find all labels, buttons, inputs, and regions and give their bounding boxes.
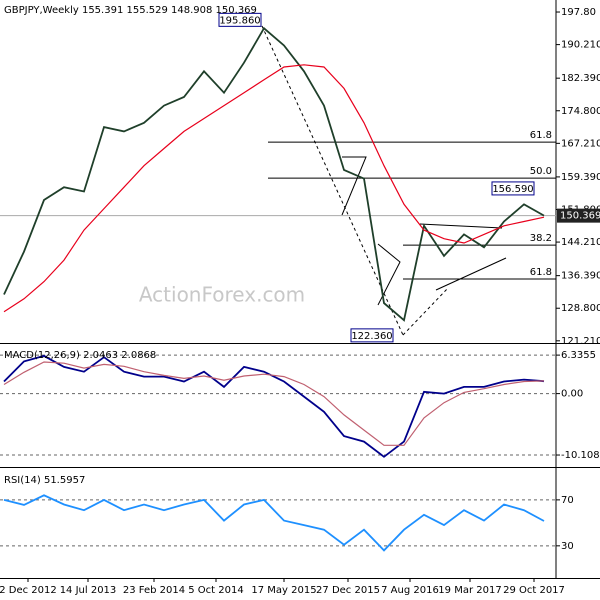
y-tick-label: 167.210	[561, 138, 600, 149]
annotation: 195.860	[218, 12, 262, 27]
annotation-box	[491, 181, 535, 196]
y-tick-label: 144.210	[561, 237, 600, 248]
panel-title: RSI(14) 51.5957	[4, 475, 85, 486]
price-tag-label: 150.369	[560, 211, 600, 222]
y-tick-label: -10.1082	[561, 450, 600, 461]
fib-label: 38.2	[530, 233, 552, 244]
x-tick-label: 7 Aug 2016	[381, 585, 439, 596]
triangle	[341, 156, 367, 216]
fib-label: 50.0	[530, 166, 552, 177]
trend-line	[435, 257, 507, 291]
y-tick-label: 159.390	[561, 172, 600, 183]
triangle	[377, 243, 401, 306]
price-tag	[557, 208, 600, 223]
annotation: 122.360	[350, 328, 394, 343]
x-tick-label: 2 Dec 2012	[0, 585, 57, 596]
trend-lines	[261, 25, 507, 336]
trend-line	[419, 223, 503, 229]
x-tick-label: 5 Oct 2014	[188, 585, 243, 596]
series-line	[3, 354, 545, 458]
annotation-label: 156.590	[492, 184, 533, 195]
x-tick-label: 23 Feb 2014	[123, 585, 185, 596]
annotation: 156.590	[491, 181, 535, 196]
series-line	[3, 64, 545, 313]
y-tick-label: 174.800	[561, 106, 600, 117]
annotation-label: 122.360	[351, 331, 392, 342]
y-tick-label: 121.210	[561, 336, 600, 347]
panel-title: MACD(12,26,9) 2.0463 2.0868	[4, 350, 156, 361]
annotation-label: 195.860	[219, 15, 260, 26]
y-tick-label: 6.3355	[561, 350, 596, 361]
x-tick-label: 19 Mar 2017	[438, 585, 501, 596]
fib-label: 61.8	[530, 130, 552, 141]
y-tick-label: 190.210	[561, 40, 600, 51]
series-line	[3, 361, 545, 446]
annotation-box	[350, 328, 394, 343]
x-tick-label: 17 May 2015	[251, 585, 316, 596]
fib-label: 61.8	[530, 267, 552, 278]
panel-title: GBPJPY,Weekly 155.391 155.529 148.908 15…	[4, 5, 257, 16]
y-tick-label: 0.00	[561, 389, 583, 400]
series-line	[3, 26, 545, 322]
x-tick-label: 27 Dec 2015	[316, 585, 380, 596]
trend-line	[261, 25, 404, 336]
x-tick-label: 14 Jul 2013	[60, 585, 117, 596]
watermark: ActionForex.com	[139, 283, 305, 307]
y-tick-label: 128.800	[561, 303, 600, 314]
y-tick-label: 136.390	[561, 271, 600, 282]
y-tick-label: 182.390	[561, 73, 600, 84]
x-tick-label: 29 Oct 2017	[503, 585, 565, 596]
y-tick-label: 197.80	[561, 7, 596, 18]
y-tick-label: 70	[561, 495, 574, 506]
series-line	[3, 494, 545, 552]
y-tick-label: 30	[561, 541, 574, 552]
annotation-box	[218, 12, 262, 27]
trend-line	[402, 287, 449, 336]
